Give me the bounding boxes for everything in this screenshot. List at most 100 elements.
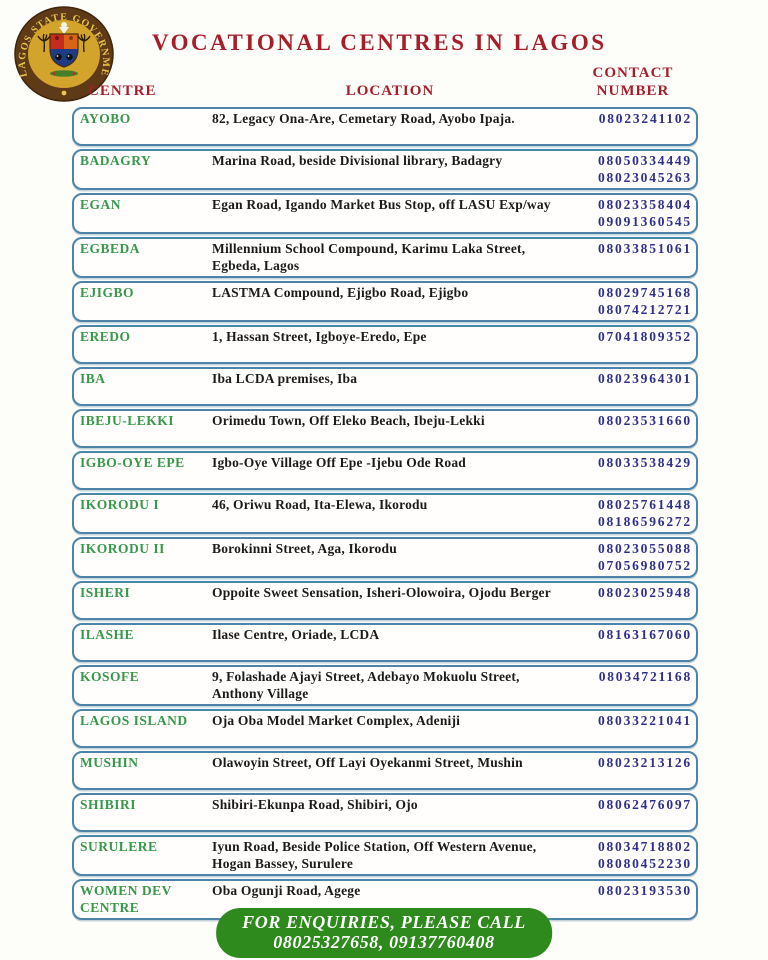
location-text: Iba LCDA premises, Iba: [212, 371, 358, 386]
centre-name: KOSOFE: [80, 669, 140, 684]
centre-name: EREDO: [80, 329, 131, 344]
location-text: 9, Folashade Ajayi Street, Adebayo Mokuo…: [212, 669, 520, 701]
table-row: IBEJU-LEKKI Orimedu Town, Off Eleko Beac…: [72, 409, 698, 448]
centre-name: LAGOS ISLAND: [80, 713, 188, 728]
contact-number: 07056980752: [597, 557, 692, 573]
contact-numbers: 08033538429: [570, 455, 692, 486]
contact-numbers: 07041809352: [570, 329, 692, 360]
table-row: IKORODU II Borokinni Street, Aga, Ikorod…: [72, 537, 698, 578]
contact-numbers: 08023964301: [570, 371, 692, 402]
contact-numbers: 08033221041: [570, 713, 692, 744]
location-text: 1, Hassan Street, Igboye-Eredo, Epe: [212, 329, 427, 344]
centre-name: IKORODU I: [80, 497, 160, 512]
centre-name: WOMEN DEV CENTRE: [80, 883, 172, 915]
enquiries-text: FOR ENQUIRIES, PLEASE CALL: [242, 912, 526, 932]
header-contact-number: CONTACT NUMBER: [568, 64, 698, 100]
centre-name: ILASHE: [80, 627, 135, 642]
table-row: KOSOFE 9, Folashade Ajayi Street, Adebay…: [72, 665, 698, 706]
location-text: LASTMA Compound, Ejigbo Road, Ejigbo: [212, 285, 469, 300]
contact-numbers: 08062476097: [570, 797, 692, 828]
centre-name: IKORODU II: [80, 541, 165, 556]
centre-name: ISHERI: [80, 585, 131, 600]
contact-number: 08163167060: [597, 627, 692, 642]
table-row: EJIGBO LASTMA Compound, Ejigbo Road, Eji…: [72, 281, 698, 322]
centre-name: IBA: [80, 371, 106, 386]
contact-number: 08034718802: [597, 839, 692, 854]
location-text: Oja Oba Model Market Complex, Adeniji: [212, 713, 461, 728]
location-text: Ilase Centre, Oriade, LCDA: [212, 627, 380, 642]
table-row: AYOBO 82, Legacy Ona-Are, Cemetary Road,…: [72, 107, 698, 146]
enquiries-banner: FOR ENQUIRIES, PLEASE CALL 08025327658, …: [216, 908, 552, 958]
contact-number: 08025761448: [597, 497, 692, 512]
centre-name: IGBO-OYE EPE: [80, 455, 185, 470]
contact-numbers: 08023531660: [570, 413, 692, 444]
contact-numbers: 08023358404 09091360545: [570, 197, 692, 230]
centre-name: EJIGBO: [80, 285, 135, 300]
contact-number: 07041809352: [597, 329, 692, 344]
contact-number: 08023025948: [597, 585, 692, 600]
contact-number: 08023045263: [597, 169, 692, 185]
table-row: EREDO 1, Hassan Street, Igboye-Eredo, Ep…: [72, 325, 698, 364]
centre-name: EGAN: [80, 197, 122, 212]
contact-number: 08033851061: [597, 241, 692, 256]
page-title: VOCATIONAL CENTRES IN LAGOS: [152, 30, 607, 55]
table-row: IBA Iba LCDA premises, Iba 08023964301: [72, 367, 698, 406]
contact-numbers: 08023213126: [570, 755, 692, 786]
location-text: 46, Oriwu Road, Ita-Elewa, Ikorodu: [212, 497, 428, 512]
contact-numbers: 08029745168 08074212721: [570, 285, 692, 318]
contact-number: 08023055088: [597, 541, 692, 556]
location-text: Oppoite Sweet Sensation, Isheri-Olowoira…: [212, 585, 551, 600]
location-text: Marina Road, beside Divisional library, …: [212, 153, 503, 168]
centre-name: SURULERE: [80, 839, 158, 854]
location-text: Egan Road, Igando Market Bus Stop, off L…: [212, 197, 551, 212]
header-location: LOCATION: [345, 83, 435, 99]
contact-numbers: 08023055088 07056980752: [570, 541, 692, 574]
contact-number: 08023241102: [598, 111, 692, 126]
contact-number: 08033538429: [597, 455, 692, 470]
enquiries-phone-numbers: 08025327658, 09137760408: [273, 932, 495, 952]
table-row: EGBEDA Millennium School Compound, Karim…: [72, 237, 698, 278]
table-row: SHIBIRI Shibiri-Ekunpa Road, Shibiri, Oj…: [72, 793, 698, 832]
contact-number: 08062476097: [597, 797, 692, 812]
contact-number: 08023193530: [597, 883, 692, 898]
centre-name: SHIBIRI: [80, 797, 137, 812]
table-row: ILASHE Ilase Centre, Oriade, LCDA 081631…: [72, 623, 698, 662]
table-row: EGAN Egan Road, Igando Market Bus Stop, …: [72, 193, 698, 234]
contact-numbers: 08023025948: [570, 585, 692, 616]
contact-number: 08023964301: [597, 371, 692, 386]
contact-number: 08034721168: [598, 669, 692, 684]
contact-numbers: 08033851061: [570, 241, 692, 274]
contact-number: 08050334449: [597, 153, 692, 168]
contact-number: 08074212721: [597, 301, 692, 317]
header-contact-line1: CONTACT: [592, 65, 674, 81]
table-row: IGBO-OYE EPE Igbo-Oye Village Off Epe -I…: [72, 451, 698, 490]
centre-name: BADAGRY: [80, 153, 152, 168]
centre-name: MUSHIN: [80, 755, 139, 770]
contact-number: 08023213126: [597, 755, 692, 770]
lagos-state-seal-icon: LAGOS STATE GOVERNMENT: [9, 0, 115, 103]
header-centre: CENTRE: [88, 83, 157, 99]
centre-name: EGBEDA: [80, 241, 141, 256]
table-row: ISHERI Oppoite Sweet Sensation, Isheri-O…: [72, 581, 698, 620]
contact-numbers: 08023193530: [570, 883, 692, 916]
location-text: Millennium School Compound, Karimu Laka …: [212, 241, 526, 273]
contact-number: 08080452230: [597, 855, 692, 871]
table-header: CENTRE LOCATION CONTACT NUMBER: [72, 64, 698, 100]
location-text: Iyun Road, Beside Police Station, Off We…: [212, 839, 537, 871]
location-text: Shibiri-Ekunpa Road, Shibiri, Ojo: [212, 797, 418, 812]
centre-name: IBEJU-LEKKI: [80, 413, 175, 428]
centre-name: AYOBO: [80, 111, 131, 126]
contact-numbers: 08034718802 08080452230: [570, 839, 692, 872]
contact-numbers: 08023241102: [570, 111, 692, 142]
location-text: 82, Legacy Ona-Are, Cemetary Road, Ayobo…: [212, 111, 515, 126]
table-row: WOMEN DEV CENTRE Oba Ogunji Road, Agege …: [72, 879, 698, 920]
contact-numbers: 08025761448 08186596272: [570, 497, 692, 530]
contact-numbers: 08163167060: [570, 627, 692, 658]
palm-tree-icon: [37, 33, 91, 53]
header-contact-line2: NUMBER: [596, 83, 670, 99]
location-text: Igbo-Oye Village Off Epe -Ijebu Ode Road: [212, 455, 467, 470]
location-text: Oba Ogunji Road, Agege: [212, 883, 361, 898]
contact-number: 08033221041: [597, 713, 692, 728]
contact-number: 08023531660: [597, 413, 692, 428]
